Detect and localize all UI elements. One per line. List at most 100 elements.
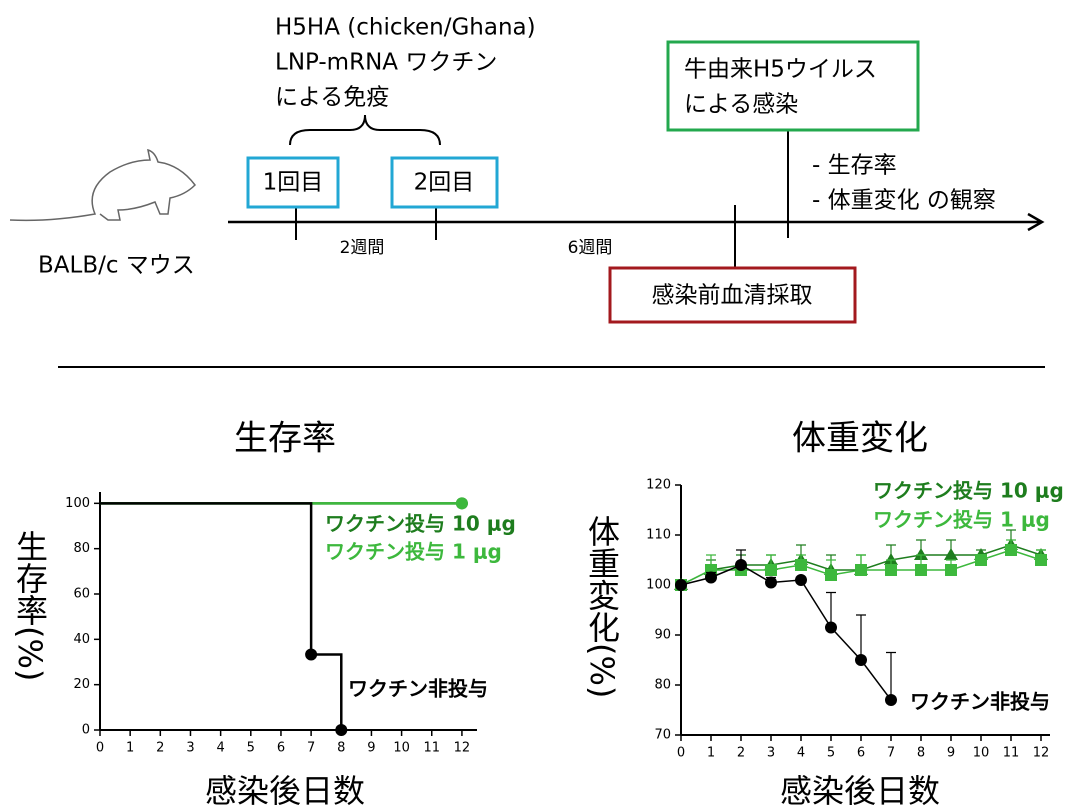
y-tick-label: 20 (73, 677, 90, 692)
x-tick-label: 6 (857, 746, 865, 761)
marker (855, 564, 867, 576)
marker (735, 559, 747, 571)
x-tick-label: 3 (186, 741, 194, 756)
x-tick-label: 8 (337, 741, 345, 756)
x-tick-label: 4 (216, 741, 224, 756)
x-tick-label: 4 (797, 746, 805, 761)
mouse-icon (9, 148, 196, 222)
observation: - 生存率 (812, 153, 897, 179)
x-tick-label: 11 (1003, 746, 1020, 761)
error-bar (886, 651, 896, 700)
y-tick-label: 40 (73, 632, 90, 647)
series-line (680, 564, 892, 701)
marker (1005, 544, 1017, 556)
brace (289, 114, 441, 146)
marker (915, 564, 927, 576)
marker (975, 554, 987, 566)
marker (944, 548, 958, 560)
step-line (100, 502, 343, 730)
dose2-box (390, 156, 499, 209)
x-tick-label: 9 (947, 746, 955, 761)
x-tick-label: 6 (277, 741, 285, 756)
y-axis-label: 体重変化(%) (583, 515, 621, 698)
x-tick-label: 2 (156, 741, 164, 756)
marker (335, 724, 348, 736)
x-tick-label: 7 (887, 746, 895, 761)
infection-label: による感染 (684, 92, 798, 118)
error-bar (856, 614, 866, 660)
marker (884, 553, 898, 565)
marker (455, 497, 468, 510)
infection-label: 牛由来H5ウイルス (684, 57, 877, 83)
timeline-ticks (295, 130, 789, 268)
marker (914, 548, 928, 560)
series-label: ワクチン投与 1 μg (873, 508, 1050, 532)
series-label: ワクチン非投与 (910, 690, 1050, 714)
marker (675, 579, 687, 591)
marker (825, 621, 837, 634)
y-tick-label: 100 (646, 578, 671, 593)
y-tick-label: 110 (646, 528, 671, 543)
timeline-arrow (228, 212, 1045, 232)
x-axis-label: 感染後日数 (205, 772, 365, 810)
diagram (9, 40, 1045, 368)
y-tick-label: 120 (646, 478, 671, 493)
dose1: 1回目 (263, 170, 324, 196)
marker (705, 571, 717, 584)
y-axis-label: 生存率(%) (11, 530, 49, 681)
x-tick-label: 1 (707, 746, 715, 761)
marker (305, 648, 318, 661)
x-tick-label: 10 (973, 746, 990, 761)
marker (1035, 554, 1047, 566)
x-tick-label: 1 (126, 741, 134, 756)
marker (825, 569, 837, 581)
y-tick-label: 90 (654, 628, 671, 643)
y-tick-label: 70 (654, 728, 671, 743)
x-tick-label: 9 (367, 741, 375, 756)
infection-box (666, 40, 920, 132)
x-axis-label: 感染後日数 (780, 772, 940, 810)
x-tick-label: 5 (247, 741, 255, 756)
chart-title: 体重変化 (792, 419, 928, 459)
vaccine-label: H5HA (chicken/Ghana) (275, 15, 536, 41)
vaccine-label: LNP-mRNA ワクチン (275, 50, 497, 76)
x-tick-label: 10 (393, 741, 410, 756)
dose1-box (246, 156, 340, 209)
marker (885, 694, 897, 706)
marker (945, 564, 957, 576)
y-tick-label: 60 (73, 587, 90, 602)
y-tick-label: 100 (65, 496, 90, 511)
y-tick-label: 80 (73, 541, 90, 556)
x-tick-label: 8 (917, 746, 925, 761)
x-tick-label: 12 (1033, 746, 1050, 761)
chart-title: 生存率 (234, 419, 336, 459)
x-tick-label: 2 (737, 746, 745, 761)
marker (765, 576, 777, 589)
mouse-label: BALB/c マウス (38, 253, 195, 279)
x-tick-label: 12 (454, 741, 471, 756)
dose2: 2回目 (414, 170, 475, 196)
observation: - 体重変化 の観察 (812, 188, 996, 214)
x-tick-label: 5 (827, 746, 835, 761)
serum-label: 感染前血清採取 (652, 283, 813, 309)
y-tick-label: 80 (654, 678, 671, 693)
series-label: ワクチン非投与 (348, 677, 488, 701)
interval: 6週間 (568, 238, 613, 258)
x-tick-label: 0 (96, 741, 104, 756)
marker (885, 564, 897, 576)
series-label: ワクチン投与 10 μg (873, 479, 1064, 503)
x-tick-label: 3 (767, 746, 775, 761)
marker (855, 654, 867, 666)
marker (795, 559, 807, 571)
marker (765, 564, 777, 576)
x-tick-label: 7 (307, 741, 315, 756)
interval: 2週間 (340, 238, 385, 258)
x-tick-label: 0 (677, 746, 685, 761)
serum-box (608, 266, 857, 324)
vaccine-label: による免疫 (275, 85, 389, 111)
marker (795, 574, 807, 586)
series-label: ワクチン投与 1 μg (325, 540, 502, 564)
y-tick-label: 0 (82, 723, 90, 738)
series-label: ワクチン投与 10 μg (325, 512, 516, 536)
